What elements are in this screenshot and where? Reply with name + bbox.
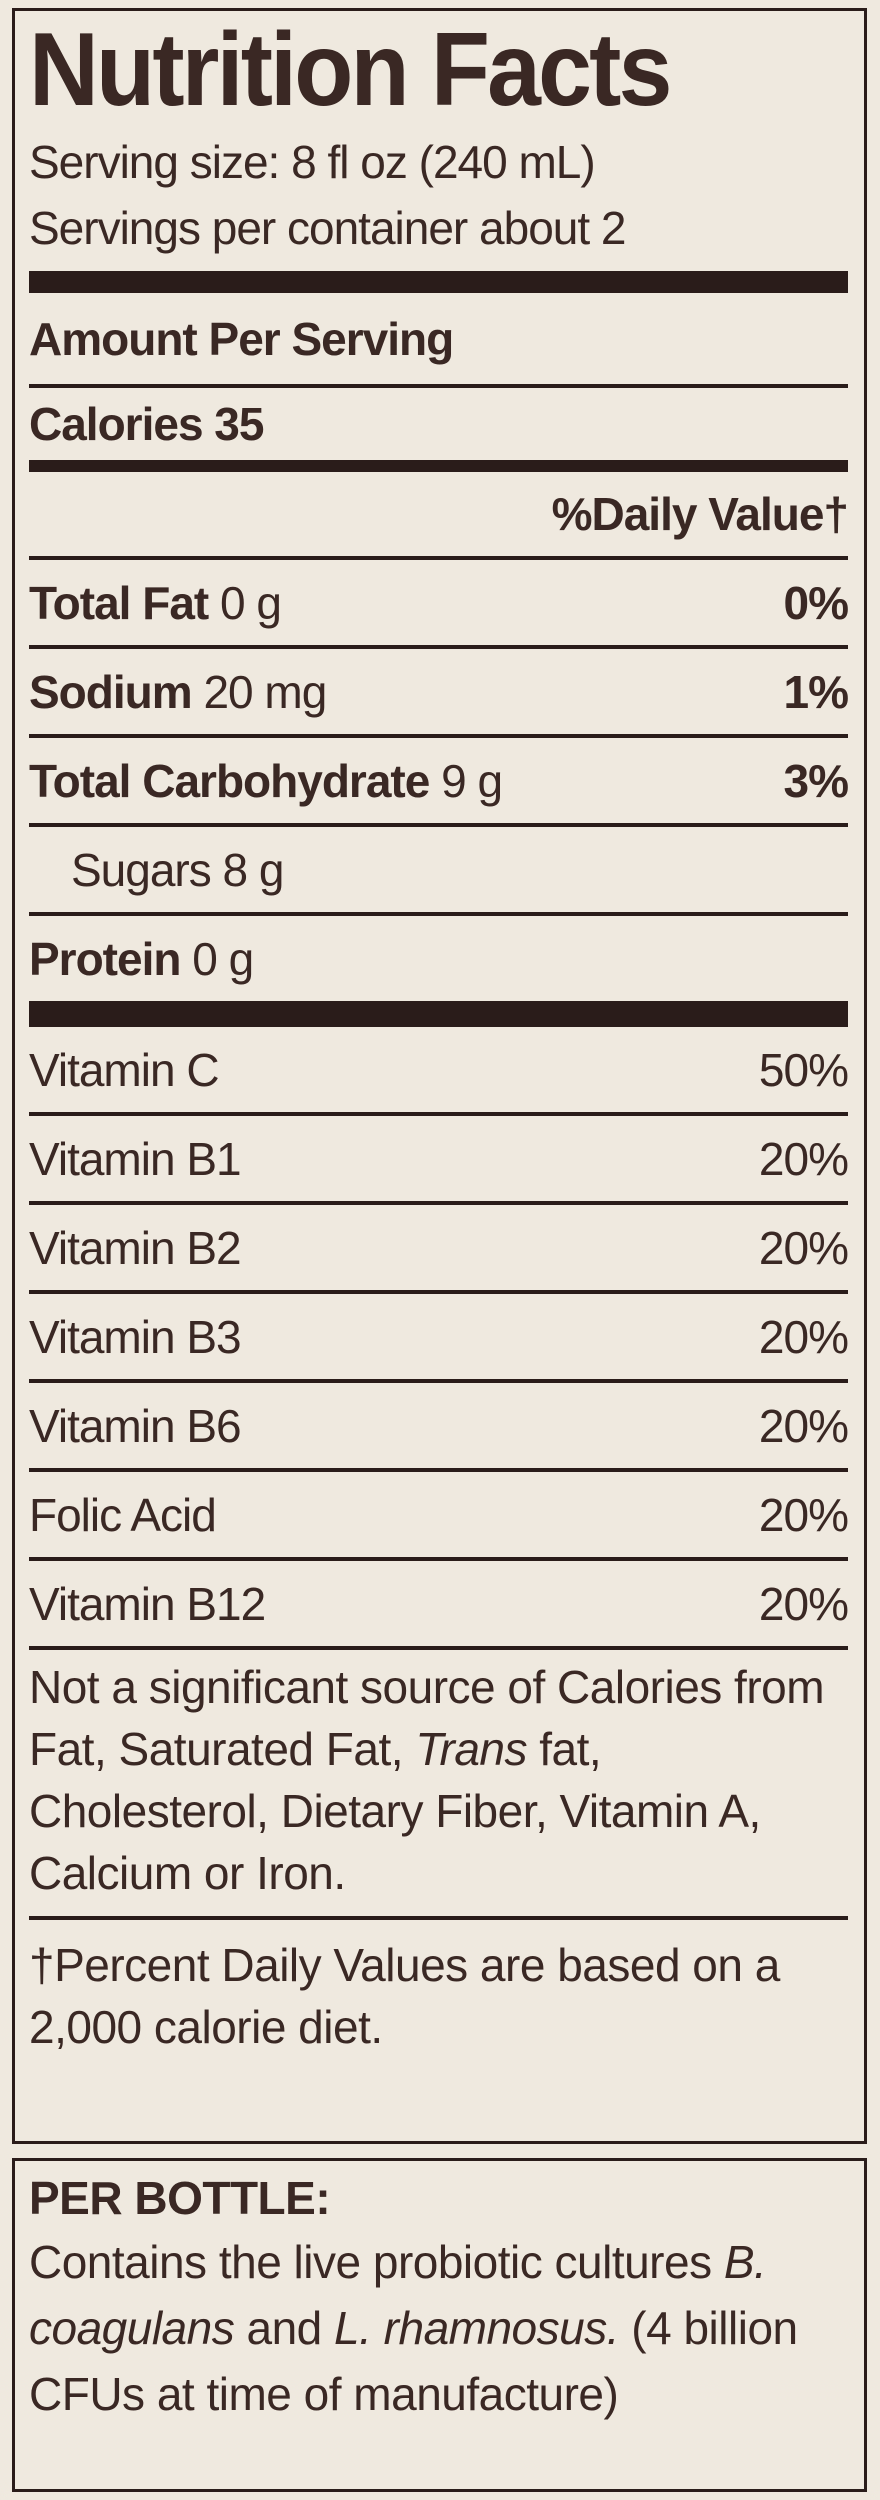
nutrient-name: Sugars	[71, 843, 212, 896]
nutrient-row: Total Fat 0 g 0%	[29, 560, 849, 649]
vitamin-name: Folic Acid	[29, 1488, 217, 1541]
vitamin-row: Vitamin B1 20%	[29, 1116, 849, 1205]
nutrients: Total Fat 0 g 0% Sodium 20 mg 1% Total Carbo…	[29, 560, 849, 1005]
thick-rule	[29, 271, 848, 293]
nutrient-dv: 1%	[783, 665, 849, 718]
vitamin-dv: 20%	[758, 1577, 849, 1630]
nutrient-name: Protein	[29, 932, 181, 985]
amount-per-serving: Amount Per Serving	[29, 312, 454, 365]
text-part: (4 billion CFUs at time of manufacture)	[29, 2302, 798, 2420]
text-part: Not a significant source of Calories fro…	[29, 1661, 825, 1775]
nutrient-amount: 0 g	[192, 932, 254, 985]
text-part: B. coagulans	[29, 2236, 767, 2354]
nutrient-amount: 20 mg	[203, 665, 327, 718]
dv-header-row: %Daily Value†	[29, 472, 849, 560]
vitamin-name: Vitamin B3	[29, 1310, 242, 1363]
vitamin-dv: 50%	[758, 1043, 849, 1096]
nutrition-label: Nutrition Facts Serving size: 8 fl oz (2…	[12, 8, 867, 2144]
servings-per-container: Servings per container about 2	[29, 202, 627, 254]
text-part: fat, Cholesterol, Dietary Fiber, Vitamin…	[29, 1723, 761, 1899]
daily-value-header: %Daily Value†	[551, 488, 849, 540]
thick-rule	[29, 1005, 848, 1027]
vitamin-name: Vitamin B12	[29, 1577, 266, 1630]
vitamin-dv: 20%	[758, 1399, 849, 1452]
calories: Calories 35	[29, 398, 264, 450]
nutrient-name: Sodium	[29, 665, 193, 718]
amount-row: Amount Per Serving	[29, 293, 848, 388]
vitamin-dv: 20%	[758, 1310, 849, 1363]
nutrient-amount: 9 g	[441, 754, 503, 807]
text-part: L. rhamnosus.	[334, 2302, 620, 2354]
vitamin-name: Vitamin B6	[29, 1399, 242, 1452]
nutrient: Protein 0 g	[29, 932, 254, 986]
nutrient: Total Carbohydrate 9 g	[29, 754, 503, 808]
text-part: and	[234, 2302, 335, 2354]
vitamin-row: Vitamin B3 20%	[29, 1294, 849, 1383]
nutrient: Total Fat 0 g	[29, 576, 282, 630]
nutrient-name: Total Fat	[29, 576, 209, 629]
text-part: Contains the live probiotic cultures	[29, 2236, 724, 2288]
nutrient: Sodium 20 mg	[29, 665, 327, 719]
vitamins: Vitamin C 50% Vitamin B1 20% Vitamin B2 20% Vi…	[29, 1027, 849, 1650]
nutrient-row: Sugars 8 g	[29, 827, 848, 916]
title: Nutrition Facts	[29, 12, 672, 128]
nutrient-row: Protein 0 g	[29, 916, 848, 1005]
per-bottle-box: PER BOTTLE: Contains the live probiotic …	[12, 2158, 867, 2492]
nutrient-amount: 8 g	[222, 843, 285, 896]
vitamin-dv: 20%	[758, 1488, 849, 1541]
nutrient: Sugars 8 g	[29, 843, 285, 897]
per-bottle-heading: PER BOTTLE:	[29, 2172, 331, 2224]
footnote: †Percent Daily Values are based on a 2,0…	[29, 1939, 780, 2053]
vitamin-row: Vitamin B2 20%	[29, 1205, 849, 1294]
vitamin-dv: 20%	[758, 1132, 849, 1185]
note: Not a significant source of Calories fro…	[29, 1650, 848, 1920]
nutrient-amount: 0 g	[220, 576, 282, 629]
vitamin-row: Folic Acid 20%	[29, 1472, 849, 1561]
vitamin-row: Vitamin B6 20%	[29, 1383, 849, 1472]
nutrient-dv: 3%	[783, 754, 849, 807]
nutrient-row: Total Carbohydrate 9 g 3%	[29, 738, 849, 827]
nutrient-name: Total Carbohydrate	[29, 754, 430, 807]
vitamin-dv: 20%	[758, 1221, 849, 1274]
vitamin-name: Vitamin B2	[29, 1221, 242, 1274]
vitamin-row: Vitamin C 50%	[29, 1027, 849, 1116]
text-part: Trans	[415, 1723, 527, 1775]
vitamin-row: Vitamin B12 20%	[29, 1561, 849, 1650]
vitamin-name: Vitamin B1	[29, 1132, 242, 1185]
per-bottle-text: Contains the live probiotic cultures B. …	[29, 2229, 848, 2427]
serving-size: Serving size: 8 fl oz (240 mL)	[29, 136, 596, 188]
calories-row: Calories 35	[29, 388, 848, 472]
nutrient-dv: 0%	[783, 576, 849, 629]
vitamin-name: Vitamin C	[29, 1043, 220, 1096]
nutrient-row: Sodium 20 mg 1%	[29, 649, 849, 738]
